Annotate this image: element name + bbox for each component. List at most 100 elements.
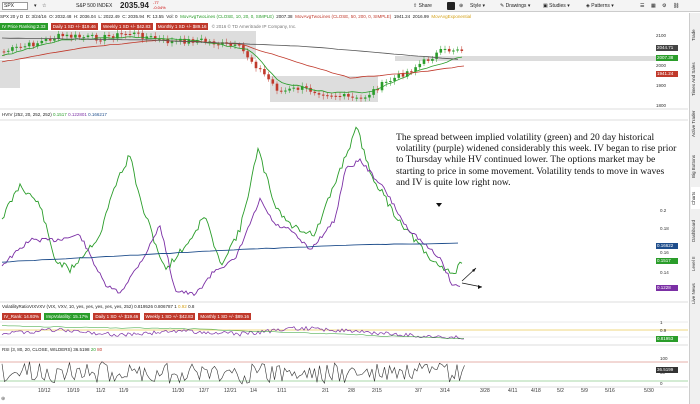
- candle-body: [376, 89, 380, 91]
- list-icon[interactable]: ☰: [640, 3, 645, 9]
- drawings-button[interactable]: ✎ Drawings ▾: [500, 3, 531, 9]
- hv-axis-label: 0.18: [660, 226, 669, 231]
- rsi-axis-label: 100: [660, 356, 668, 361]
- x-axis-label: 5/30: [644, 388, 654, 394]
- candle-body: [170, 40, 174, 44]
- scheme-button[interactable]: [447, 2, 455, 10]
- monthly-sd-badge-2: Monthly 1 SD +/- $89.16: [198, 313, 252, 320]
- candle-body: [65, 34, 69, 37]
- candle-body: [200, 38, 203, 41]
- candle-body: [216, 44, 220, 46]
- candle-body: [393, 77, 396, 81]
- symbol-dropdown-icon[interactable]: ▾: [34, 3, 37, 9]
- candle-body: [313, 91, 317, 94]
- rsi-panel-label: RSI (3, 80, 20, CLOSE, WILDERS) 36.5198 …: [2, 347, 103, 352]
- candle-body: [452, 50, 455, 52]
- candle-body: [309, 87, 312, 92]
- tab-trade[interactable]: Trade: [691, 29, 696, 41]
- tab-big-buttons[interactable]: Big Buttons: [691, 154, 696, 178]
- hv-axis-label: 0.16: [660, 250, 669, 255]
- price-axis-label: 2100: [656, 33, 667, 38]
- candle-body: [342, 93, 346, 97]
- settings-icon[interactable]: ⚙: [662, 3, 667, 9]
- arrow-down-head: [478, 285, 482, 289]
- price-axis-label: 2000: [656, 63, 667, 68]
- hv-axis-label: 0.14: [660, 270, 669, 275]
- candle-body: [107, 34, 111, 37]
- candle-body: [74, 34, 77, 38]
- x-axis-label: 5/9: [581, 388, 588, 394]
- candle-body: [363, 97, 367, 99]
- tab-charts[interactable]: Charts: [691, 187, 700, 209]
- candle-body: [305, 86, 308, 88]
- candle-body: [137, 32, 140, 34]
- candlesticks: [2, 29, 464, 102]
- tab-live-news[interactable]: Live News: [691, 283, 696, 305]
- vr-panel-label: VolatilityRatioVIXVXV (VIX, VXV, 10, yes…: [2, 304, 195, 309]
- zoom-icon[interactable]: ⊕: [1, 396, 6, 402]
- x-axis-label: 3/14: [440, 388, 450, 394]
- candle-body: [233, 44, 237, 46]
- candle-body: [48, 38, 52, 41]
- star-icon[interactable]: ☆: [42, 3, 47, 9]
- share-icon: ⇧: [413, 3, 418, 9]
- tab-times-and-sales[interactable]: Times And Sales: [691, 62, 696, 96]
- candle-body: [32, 42, 35, 47]
- candle-body: [267, 74, 270, 80]
- candle-body: [145, 36, 149, 39]
- x-axis-label: 11/9: [119, 388, 129, 394]
- marker-triangle: [436, 203, 442, 207]
- x-axis-label: 2/8: [348, 388, 355, 394]
- crosshair-icon[interactable]: ⊕: [459, 3, 464, 9]
- candle-body: [27, 42, 31, 47]
- candle-body: [447, 48, 451, 52]
- candle-body: [330, 95, 333, 97]
- candle-body: [368, 94, 371, 98]
- style-button[interactable]: Style ▾: [470, 3, 486, 9]
- share-button[interactable]: ⇧ Share: [413, 3, 432, 9]
- candle-body: [19, 46, 23, 48]
- vr-axis-label: 1: [660, 320, 663, 325]
- patterns-button[interactable]: ◈ Patterns ▾: [586, 3, 614, 9]
- candle-body: [288, 88, 291, 91]
- price-tag-ma50: 1941.24: [656, 71, 678, 77]
- candle-body: [284, 90, 287, 92]
- x-axis-label: 2/15: [372, 388, 382, 394]
- x-axis-label: 4/11: [508, 388, 518, 394]
- x-axis-label: 3/7: [415, 388, 422, 394]
- vr-badges: IV_Rank: 14.93% ImpVolatility: 15.17% Da…: [2, 313, 253, 320]
- symbol-input[interactable]: SPX: [2, 2, 28, 10]
- studies-button[interactable]: ▣ Studies ▾: [543, 3, 570, 9]
- candle-body: [158, 38, 161, 40]
- implied-volatility-line: [1, 126, 463, 274]
- weekly-sd-badge-2: Weekly 1 SD +/- $42.83: [143, 313, 196, 320]
- candle-body: [44, 38, 48, 41]
- tab-level-ii[interactable]: Level II: [691, 256, 696, 272]
- last-price: 2035.94: [120, 1, 149, 10]
- index-name: S&P 500 INDEX: [76, 3, 113, 9]
- tab-dashboard[interactable]: Dashboard: [691, 220, 696, 243]
- studies-icon: ▣: [543, 3, 548, 9]
- candle-body: [153, 36, 157, 39]
- candle-body: [426, 59, 430, 61]
- daily-sd-badge-2: Daily 1 SD +/- $19.46: [93, 313, 141, 320]
- candle-body: [334, 95, 338, 97]
- candle-body: [204, 38, 207, 42]
- candle-body: [326, 95, 329, 97]
- grid-icon[interactable]: ▦: [651, 3, 656, 9]
- candle-body: [443, 48, 447, 50]
- x-axis-label: 2/1: [322, 388, 329, 394]
- candle-body: [141, 32, 144, 39]
- tab-active-trader[interactable]: Active Trader: [691, 110, 696, 138]
- link-icon[interactable]: ⛓: [673, 3, 680, 9]
- vr-tag: 0.81953: [656, 336, 678, 342]
- candle-body: [410, 71, 413, 73]
- iv-rank-badge: IV Price Ranking:2.33: [0, 23, 48, 31]
- candle-body: [275, 83, 279, 91]
- price-tag-last: 2044.71: [656, 45, 678, 51]
- volatility-ratio-line: [1, 325, 465, 340]
- candle-body: [359, 97, 363, 99]
- right-sidebar-tabs: Trade Times And Sales Active Trader Big …: [689, 13, 700, 404]
- rsi-tag: 36.5199: [656, 367, 678, 373]
